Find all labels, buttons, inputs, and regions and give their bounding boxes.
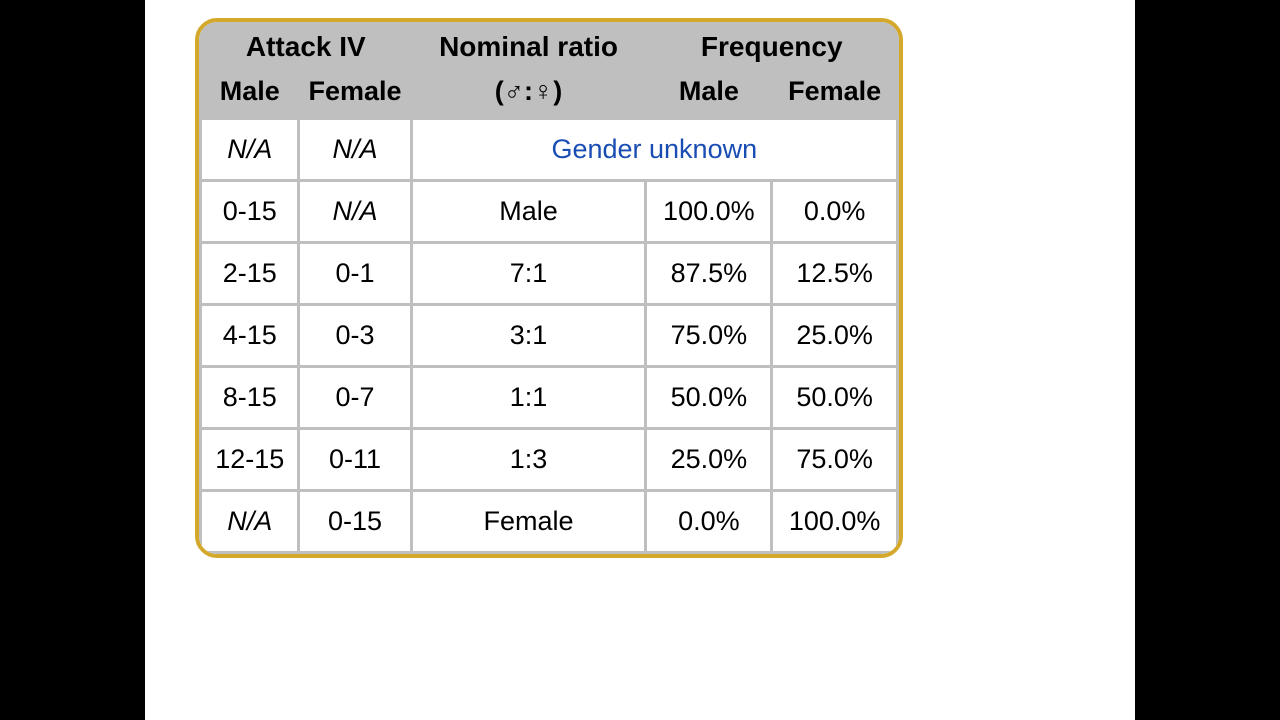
cell-iv-female: 0-15: [300, 492, 409, 551]
cell-iv-male: 8-15: [202, 368, 297, 427]
cell-freq-female: 12.5%: [773, 244, 896, 303]
table-row: 8-150-71:150.0%50.0%: [202, 368, 896, 427]
table-row: 2-150-17:187.5%12.5%: [202, 244, 896, 303]
cell-freq-female: 0.0%: [773, 182, 896, 241]
cell-iv-female: N/A: [300, 120, 409, 179]
cell-freq-male: 75.0%: [647, 306, 770, 365]
cell-ratio: Female: [413, 492, 645, 551]
header-nominal-ratio: Nominal ratio: [413, 25, 645, 65]
header-ratio-symbols: (♂:♀): [413, 68, 645, 117]
table-body: N/AN/AGender unknown0-15N/AMale100.0%0.0…: [202, 120, 896, 551]
cell-ratio: 7:1: [413, 244, 645, 303]
cell-iv-female: N/A: [300, 182, 409, 241]
cell-iv-female: 0-1: [300, 244, 409, 303]
cell-iv-male: 12-15: [202, 430, 297, 489]
cell-freq-male: 25.0%: [647, 430, 770, 489]
cell-iv-male: N/A: [202, 492, 297, 551]
cell-freq-female: 25.0%: [773, 306, 896, 365]
cell-iv-female: 0-7: [300, 368, 409, 427]
table-row: N/AN/AGender unknown: [202, 120, 896, 179]
gender-ratio-table: Attack IV Nominal ratio Frequency Male F…: [199, 22, 899, 554]
header-row-top: Attack IV Nominal ratio Frequency: [202, 25, 896, 65]
cell-ratio: 3:1: [413, 306, 645, 365]
cell-freq-male: 100.0%: [647, 182, 770, 241]
cell-freq-female: 50.0%: [773, 368, 896, 427]
cell-freq-male: 87.5%: [647, 244, 770, 303]
cell-iv-female: 0-3: [300, 306, 409, 365]
cell-freq-male: 0.0%: [647, 492, 770, 551]
cell-iv-male: 2-15: [202, 244, 297, 303]
header-frequency: Frequency: [647, 25, 896, 65]
table-row: N/A0-15Female0.0%100.0%: [202, 492, 896, 551]
header-iv-male: Male: [202, 68, 297, 117]
header-iv-female: Female: [300, 68, 409, 117]
content-stage: Attack IV Nominal ratio Frequency Male F…: [145, 0, 1135, 720]
cell-freq-female: 75.0%: [773, 430, 896, 489]
header-attack-iv: Attack IV: [202, 25, 410, 65]
header-freq-male: Male: [647, 68, 770, 117]
cell-ratio: 1:1: [413, 368, 645, 427]
cell-freq-male: 50.0%: [647, 368, 770, 427]
cell-gender-unknown[interactable]: Gender unknown: [413, 120, 896, 179]
cell-iv-male: 0-15: [202, 182, 297, 241]
header-freq-female: Female: [773, 68, 896, 117]
cell-ratio: Male: [413, 182, 645, 241]
header-row-sub: Male Female (♂:♀) Male Female: [202, 68, 896, 117]
cell-iv-male: 4-15: [202, 306, 297, 365]
cell-iv-male: N/A: [202, 120, 297, 179]
table-header: Attack IV Nominal ratio Frequency Male F…: [202, 25, 896, 117]
table-row: 4-150-33:175.0%25.0%: [202, 306, 896, 365]
cell-iv-female: 0-11: [300, 430, 409, 489]
cell-ratio: 1:3: [413, 430, 645, 489]
cell-freq-female: 100.0%: [773, 492, 896, 551]
gender-ratio-table-wrap: Attack IV Nominal ratio Frequency Male F…: [195, 18, 903, 558]
table-row: 12-150-111:325.0%75.0%: [202, 430, 896, 489]
table-row: 0-15N/AMale100.0%0.0%: [202, 182, 896, 241]
